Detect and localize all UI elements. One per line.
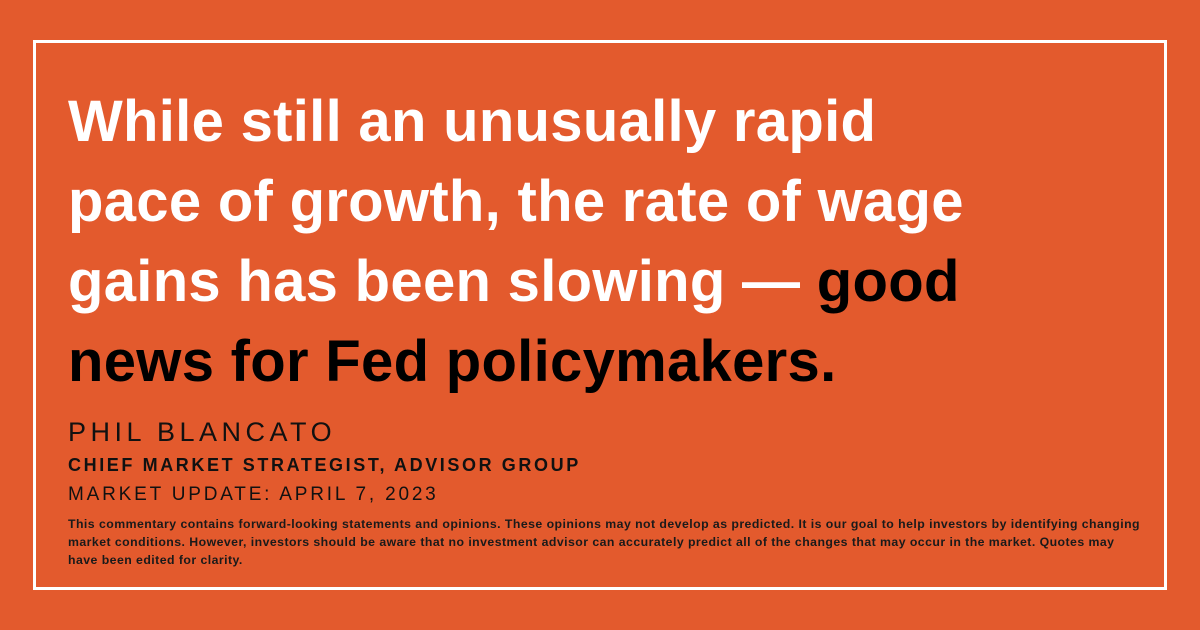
frame (33, 40, 1167, 590)
quote-segment: pace of growth, the rate of wage (68, 169, 964, 234)
quote-line: pace of growth, the rate of wage (68, 162, 964, 242)
quote: While still an unusually rapid pace of gr… (68, 82, 964, 402)
disclaimer: This commentary contains forward-looking… (68, 517, 1141, 567)
quote-line: news for Fed policymakers. (68, 322, 964, 402)
quote-segment: gains has been slowing — (68, 249, 801, 314)
quote-line: gains has been slowing — good (68, 242, 964, 322)
author-title: CHIEF MARKET STRATEGIST, ADVISOR GROUP (68, 455, 581, 475)
quote-line: While still an unusually rapid (68, 82, 964, 162)
date: MARKET UPDATE: APRIL 7, 2023 (68, 484, 439, 505)
author-name: PHIL BLANCATO (68, 417, 337, 447)
quote-segment: While still an unusually rapid (68, 89, 877, 154)
quote-segment: news for Fed policymakers. (68, 329, 837, 394)
quote-segment: good (800, 249, 960, 314)
